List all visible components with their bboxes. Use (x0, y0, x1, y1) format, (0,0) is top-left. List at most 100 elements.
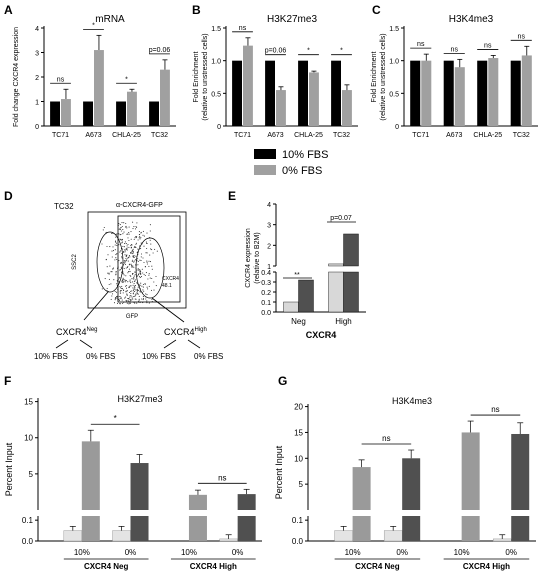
flow-dot (140, 256, 142, 258)
flow-dot (148, 274, 150, 276)
chart-g-group-label: CXCR4 Neg (355, 562, 400, 571)
flow-dot (132, 298, 134, 300)
flow-dot (133, 288, 135, 290)
panel-letter-b: B (192, 3, 201, 17)
chart-a-bar-tc32-10fbs (149, 101, 159, 126)
flow-neg-gate (96, 231, 124, 293)
flow-dot (135, 235, 137, 238)
flow-dot (118, 277, 120, 279)
chart-c-bar-a673-10fbs (443, 60, 454, 126)
flow-panel: TC32 α-CXCR4-GFP SSC2 GFP CXCR4 48.1 CXC… (34, 202, 223, 361)
flow-dot (118, 259, 120, 262)
flow-dot (139, 272, 142, 275)
flow-split-high-b (187, 339, 201, 349)
flow-gate-value: 48.1 (162, 283, 172, 289)
flow-dot (136, 222, 138, 224)
flow-dot (119, 292, 121, 294)
flow-dot (146, 300, 148, 302)
flow-dot (143, 245, 145, 247)
chart-f-x-tick-label: 0% (125, 548, 137, 557)
flow-dot (132, 284, 134, 286)
flow-dot (119, 234, 121, 236)
flow-neg-fbs-10: 10% FBS (34, 352, 68, 361)
flow-dot (125, 226, 127, 228)
chart-c-bar-chla-25-0fbs (488, 58, 499, 127)
chart-b-y-axis-label: (relative to unstressed cells) (202, 33, 209, 120)
flow-dot (128, 226, 130, 228)
flow-high-fbs-0: 0% FBS (194, 352, 223, 361)
flow-dot (131, 251, 133, 253)
chart-f-y-tick-label: 5 (29, 470, 34, 479)
flow-dot (121, 242, 123, 244)
flow-dot (116, 296, 118, 298)
flow-dot (142, 234, 144, 236)
flow-dot (133, 238, 135, 240)
flow-dot (130, 263, 132, 265)
chart-f-bar-main-low-0 (81, 516, 100, 541)
flow-dot (116, 244, 118, 246)
flow-dot (114, 298, 116, 300)
flow-dot (128, 271, 130, 273)
flow-dot (129, 270, 131, 272)
chart-f-bar-main-low-3 (237, 516, 256, 541)
flow-dot (142, 272, 144, 274)
flow-dot (112, 267, 115, 269)
legend-label-10fbs: 10% FBS (282, 149, 328, 161)
flow-dot (121, 222, 123, 224)
flow-dot (120, 268, 123, 270)
chart-f-group-label: CXCR4 High (190, 562, 237, 571)
flow-dot (155, 285, 157, 287)
chart-e-y-tick-label: 1 (267, 264, 271, 271)
flow-dot (116, 302, 119, 305)
flow-dot (130, 231, 132, 233)
flow-dot (134, 287, 136, 289)
flow-dot (135, 279, 137, 281)
flow-dot (125, 255, 127, 257)
chart-a-y-tick-label: 0 (35, 124, 39, 131)
flow-dot (120, 297, 123, 299)
flow-dot (109, 246, 111, 248)
flow-dot (129, 302, 131, 304)
flow-dot (129, 280, 131, 282)
chart-a-bar-tc71-0fbs (61, 99, 71, 126)
flow-dot (129, 296, 131, 298)
flow-dot (129, 256, 131, 258)
chart-b-sig-label: * (340, 48, 343, 55)
flow-dot (121, 299, 123, 301)
chart-e-y-tick-label: 4 (267, 202, 271, 209)
chart-a-y-tick-label: 4 (35, 26, 39, 33)
chart-g-x-tick-label: 10% (454, 548, 470, 557)
flow-dot (126, 302, 128, 304)
flow-dot (132, 293, 134, 295)
chart-g-group-label: CXCR4 High (463, 562, 510, 571)
flow-dot (138, 276, 141, 278)
flow-dot (115, 273, 117, 275)
flow-sample-label: TC32 (54, 202, 74, 211)
flow-dot (121, 285, 123, 287)
chart-c-y-tick-label: 1.5 (389, 26, 399, 33)
flow-dot (135, 243, 137, 245)
chart-e-y-tick-label: 0.3 (261, 280, 271, 287)
chart-a-y-tick-label: 3 (35, 51, 39, 58)
flow-dot (134, 288, 136, 290)
flow-dot (145, 241, 147, 243)
flow-dot (137, 264, 139, 266)
flow-dot (124, 241, 126, 243)
flow-dot (133, 286, 135, 288)
flow-dot (121, 257, 123, 259)
chart-e-y-tick-label: 0.1 (261, 300, 271, 307)
chart-b-bar-chla-25-0fbs (309, 72, 319, 126)
panel-letter-f: F (4, 374, 11, 388)
flow-dot (133, 256, 135, 259)
flow-dot (146, 286, 148, 288)
flow-dot (114, 249, 116, 251)
flow-dot (119, 285, 121, 288)
flow-dot (136, 293, 138, 295)
flow-dot (125, 248, 127, 250)
flow-dot (131, 297, 133, 299)
flow-dot (125, 287, 128, 289)
flow-dot (132, 251, 134, 253)
flow-dot (122, 250, 125, 253)
flow-dot (134, 271, 136, 273)
flow-dot (126, 249, 128, 251)
